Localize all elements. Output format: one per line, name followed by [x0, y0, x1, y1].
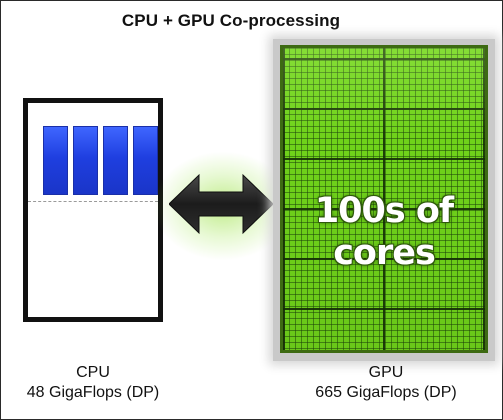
- cpu-core-group: [43, 126, 158, 195]
- gpu-cores-label: 100s of cores: [283, 190, 485, 274]
- gpu-chip: 100s of cores: [280, 45, 488, 353]
- cpu-caption: CPU 48 GigaFlops (DP): [3, 363, 183, 403]
- cpu-core-3: [103, 126, 128, 195]
- cpu-performance: 48 GigaFlops (DP): [26, 384, 160, 401]
- gpu-cluster-dividers: [283, 48, 485, 350]
- gpu-cores-label-line-1: 100s of: [314, 191, 454, 231]
- cpu-core-2: [73, 126, 98, 195]
- gpu-chip-sheen: [283, 48, 485, 350]
- gpu-performance: 665 GigaFlops (DP): [315, 384, 457, 401]
- cpu-cache-divider: [28, 201, 158, 202]
- gpu-name: GPU: [368, 364, 404, 381]
- gpu-cores-label-line-2: cores: [333, 233, 436, 273]
- cpu-name: CPU: [76, 364, 110, 381]
- diagram-title: CPU + GPU Co-processing: [121, 11, 341, 30]
- cpu-core-1: [43, 126, 68, 195]
- cpu-chip: [23, 98, 163, 322]
- gpu-caption: GPU 665 GigaFlops (DP): [281, 363, 491, 403]
- bidirectional-arrow-icon: [169, 173, 273, 235]
